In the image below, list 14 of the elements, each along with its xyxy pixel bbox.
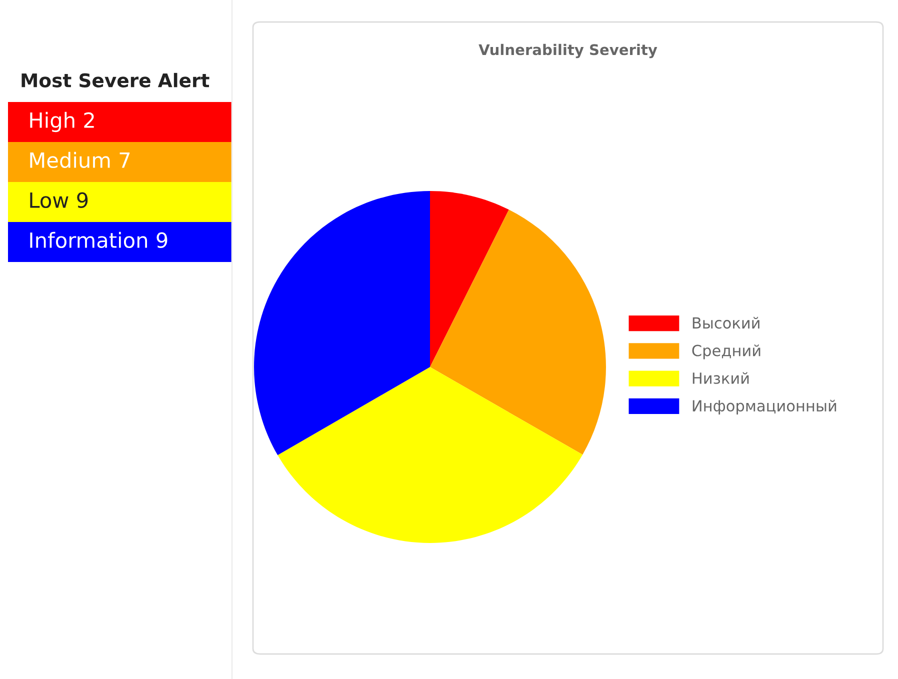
text: Medium 7 xyxy=(30,152,130,168)
legend-label: Средний xyxy=(692,344,760,360)
text: Low 9 xyxy=(30,192,88,208)
pie-slice xyxy=(430,191,509,367)
chart-title: Vulnerability Severity xyxy=(478,44,658,58)
text: Most Severe Alert xyxy=(22,72,210,88)
text: High 2 xyxy=(30,112,94,132)
pie-slice xyxy=(278,367,583,543)
legend-label: Низкий xyxy=(692,372,749,384)
pie-slice xyxy=(430,210,606,455)
legend-label: Информационный xyxy=(692,400,836,415)
text: Information 9 xyxy=(30,232,168,248)
pie-slice xyxy=(254,191,430,456)
legend-label: Высокий xyxy=(692,316,760,329)
